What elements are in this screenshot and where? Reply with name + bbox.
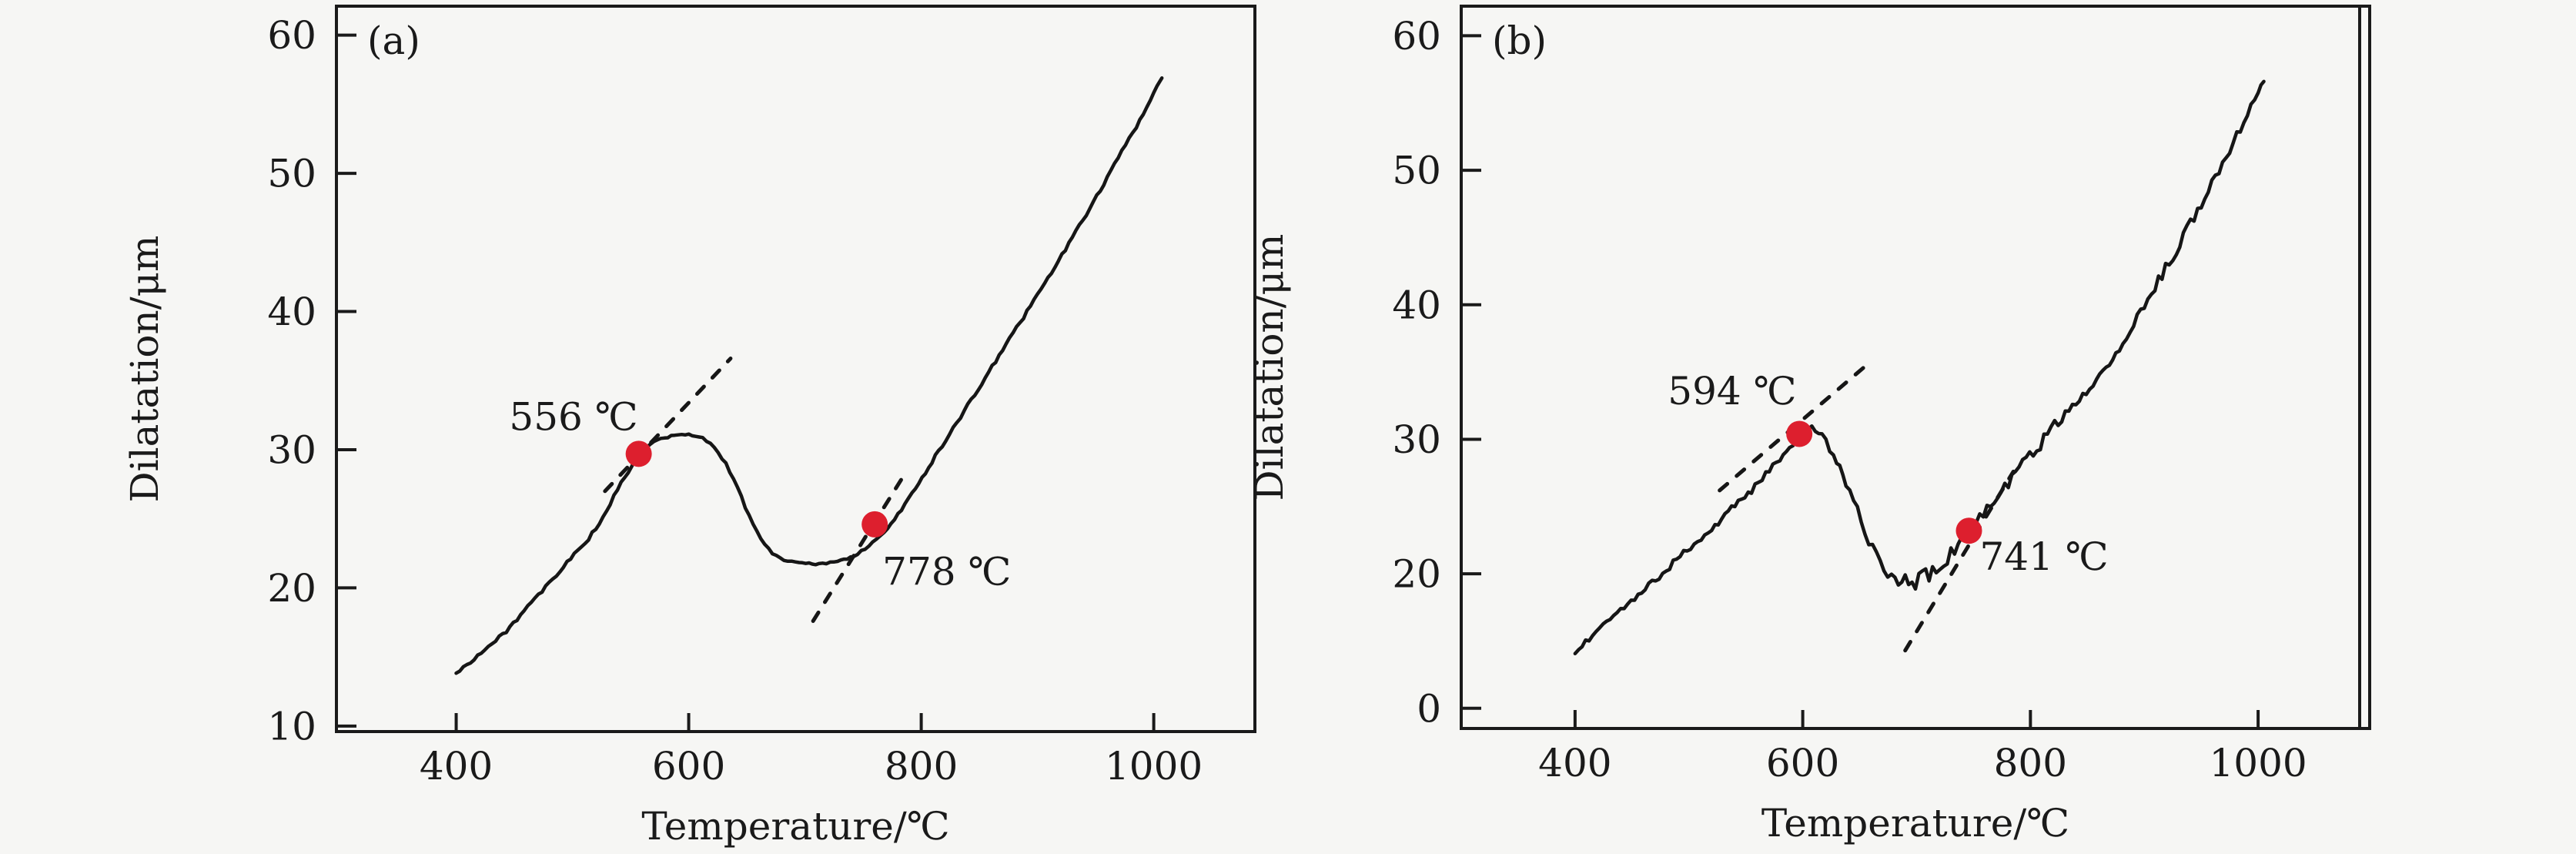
panel-letter: (b) <box>1492 18 1547 63</box>
x-axis-title: Temperature/℃ <box>1761 801 2069 846</box>
temperature-annotation: 778 ℃ <box>882 549 1011 594</box>
y-tick-label: 40 <box>1392 283 1441 327</box>
y-tick-label: 30 <box>267 427 316 472</box>
x-tick-label: 800 <box>885 744 958 789</box>
panel-letter: (a) <box>367 18 420 63</box>
x-tick-label: 400 <box>1538 741 1611 785</box>
critical-point-marker <box>625 440 652 467</box>
tangent-dashed-line <box>811 470 908 623</box>
y-tick-label: 20 <box>267 566 316 611</box>
plot-box-(a) <box>335 5 1256 733</box>
temperature-annotation: 556 ℃ <box>509 394 637 439</box>
y-tick-label: 60 <box>267 13 316 58</box>
y-axis-title: Dilatation/μm <box>122 236 167 503</box>
dilatation-heating-curve <box>1573 79 2266 656</box>
temperature-annotation: 741 ℃ <box>1979 534 2108 579</box>
y-tick-label: 0 <box>1417 686 1441 731</box>
y-tick-label: 50 <box>1392 149 1441 193</box>
y-tick-label: 30 <box>1392 417 1441 462</box>
tangent-dashed-line <box>603 357 733 494</box>
critical-point-marker <box>1786 420 1813 447</box>
x-tick-label: 1000 <box>1105 744 1203 789</box>
y-tick-label: 60 <box>1392 14 1441 59</box>
y-tick-label: 10 <box>267 704 316 749</box>
dilatation-heating-curve <box>454 76 1164 675</box>
x-tick-label: 600 <box>652 744 725 789</box>
temperature-annotation: 594 ℃ <box>1668 369 1796 414</box>
x-tick-label: 400 <box>420 744 493 789</box>
y-tick-label: 20 <box>1392 552 1441 597</box>
y-tick-label: 40 <box>267 290 316 334</box>
y-tick-label: 50 <box>267 152 316 196</box>
x-axis-title: Temperature/℃ <box>641 804 949 849</box>
plot-box-(b) <box>1460 5 2371 730</box>
y-axis-title: Dilatation/μm <box>1247 234 1292 501</box>
critical-point-marker <box>861 511 888 538</box>
x-tick-label: 1000 <box>2209 741 2307 785</box>
critical-point-marker <box>1955 517 1982 544</box>
x-tick-label: 800 <box>1994 741 2067 785</box>
x-tick-label: 600 <box>1766 741 1839 785</box>
